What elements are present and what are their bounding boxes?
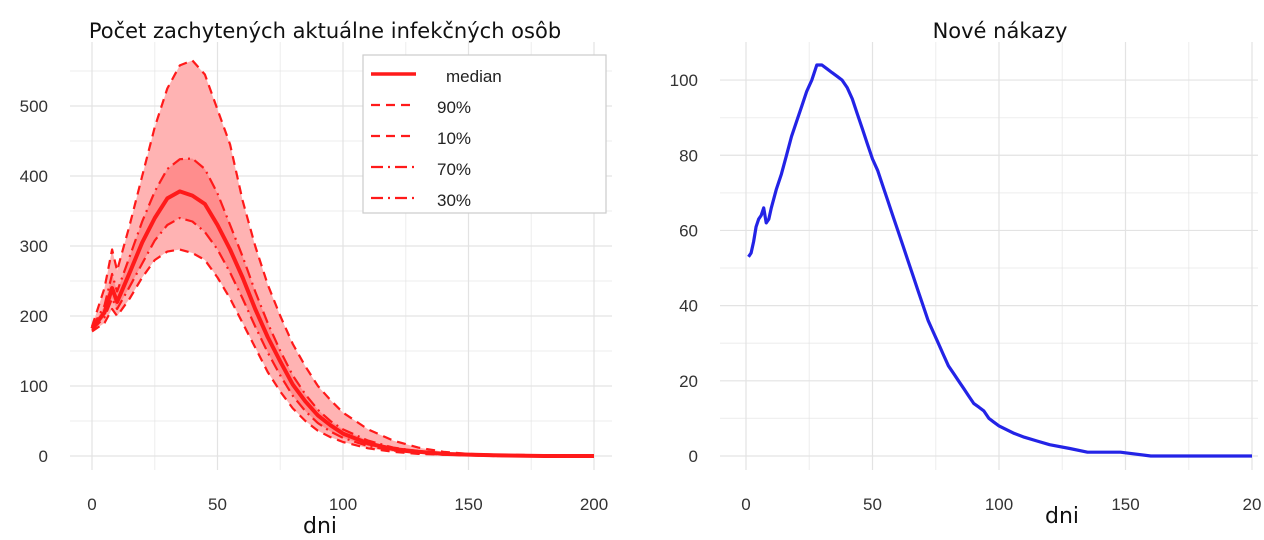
y-tick-label: 0 [689, 447, 698, 466]
legend-label: 90% [437, 98, 471, 117]
y-tick-label: 40 [679, 297, 698, 316]
x-tick-label: 0 [741, 495, 750, 514]
legend-label: 10% [437, 129, 471, 148]
y-tick-label: 400 [20, 167, 48, 186]
legend-label: median [446, 67, 502, 86]
x-tick-label: 100 [329, 495, 357, 514]
y-tick-label: 100 [670, 71, 698, 90]
infected-chart-title: Počet zachytených aktuálne infekčných os… [89, 19, 561, 43]
x-tick-label: 50 [208, 495, 227, 514]
new-infections-line [747, 63, 1252, 458]
legend-label: 30% [437, 191, 471, 210]
band-30-70 [92, 158, 594, 456]
infected-chart-legend: median 90% 10% 70% 30% [362, 54, 607, 214]
infected-chart-y-ticks: 0 100 200 300 400 500 [20, 97, 48, 466]
x-tick-label: 200 [580, 495, 608, 514]
y-tick-label: 0 [39, 447, 48, 466]
x-tick-label: 20 [1243, 495, 1262, 514]
y-tick-label: 200 [20, 307, 48, 326]
y-tick-label: 60 [679, 221, 698, 240]
series-line-70pct [91, 157, 594, 458]
infected-chart: Počet zachytených aktuálne infekčných os… [20, 19, 612, 539]
x-tick-label: 100 [985, 495, 1013, 514]
new-infections-chart-x-ticks: 0 50 100 150 20 [741, 495, 1261, 514]
series-line-10pct [91, 248, 594, 458]
new-infections-chart-title: Nové nákazy [933, 19, 1068, 43]
infected-chart-x-ticks: 0 50 100 150 200 [87, 495, 608, 514]
infected-chart-lines [90, 59, 595, 458]
y-tick-label: 300 [20, 237, 48, 256]
x-tick-label: 50 [863, 495, 882, 514]
new-infections-chart-y-ticks: 0 20 40 60 80 100 [670, 71, 698, 466]
y-tick-label: 20 [679, 372, 698, 391]
legend-label: 70% [437, 160, 471, 179]
new-infections-chart-lines [747, 63, 1252, 458]
y-tick-label: 80 [679, 146, 698, 165]
y-tick-label: 500 [20, 97, 48, 116]
band-10-90 [92, 60, 594, 456]
new-infections-chart-grid [720, 42, 1258, 470]
x-tick-label: 150 [1111, 495, 1139, 514]
y-tick-label: 100 [20, 377, 48, 396]
series-line-30pct [91, 216, 594, 458]
new-infections-chart: Nové nákazy 0 50 100 150 20 0 20 40 60 80 100 dni [670, 19, 1262, 529]
infected-chart-bands [92, 60, 594, 456]
infected-chart-x-label: dni [303, 514, 337, 539]
x-tick-label: 0 [87, 495, 96, 514]
series-line-median [90, 189, 594, 458]
x-tick-label: 150 [454, 495, 482, 514]
series-line-90pct [90, 59, 595, 458]
legend-box [362, 54, 607, 214]
new-infections-chart-x-label: dni [1045, 504, 1079, 529]
